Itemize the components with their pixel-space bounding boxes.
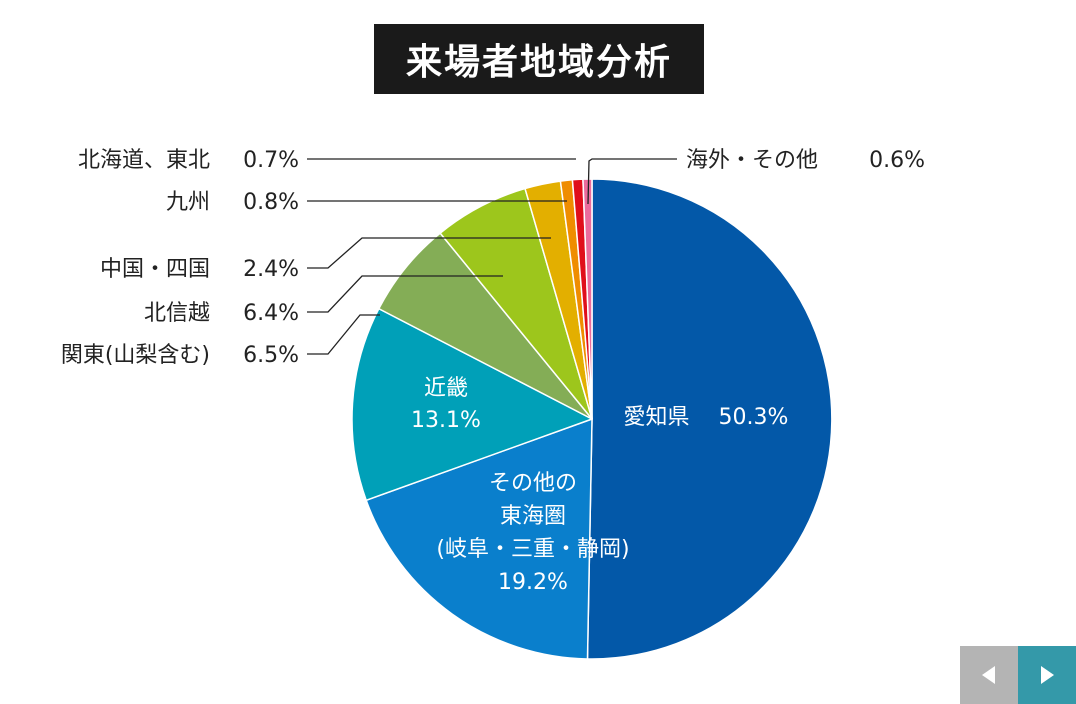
pie-slice — [365, 418, 593, 660]
leader-line — [587, 158, 677, 205]
chart-title: 来場者地域分析 — [374, 24, 704, 94]
slice-value-label: 6.4% — [243, 301, 299, 326]
slice-label: 関東(山梨含む) — [61, 343, 210, 368]
leader-line — [307, 314, 380, 355]
leader-line — [307, 237, 551, 269]
slice-value-label: 0.8% — [243, 190, 299, 215]
slice-label: 北海道、東北 — [78, 148, 210, 173]
slice-value-label: 0.6% — [869, 148, 925, 173]
slice-label: 愛知県 50.3% — [624, 405, 789, 430]
pie-slices — [351, 178, 833, 660]
prev-button[interactable] — [960, 646, 1018, 704]
slice-value-label: 0.7% — [243, 148, 299, 173]
slice-label: 九州 — [166, 190, 210, 215]
slice-label: 海外・その他 — [686, 148, 818, 173]
pie-slice — [586, 178, 833, 660]
slice-label: 中国・四国 — [100, 257, 210, 282]
slice-value-label: 2.4% — [243, 257, 299, 282]
slice-label: 東海圏 — [500, 504, 566, 529]
triangle-right-icon — [1041, 666, 1054, 684]
slice-value-label: 6.5% — [243, 343, 299, 368]
leader-lines — [307, 158, 677, 355]
slice-label: 近畿 — [424, 376, 468, 401]
slice-label: 北信越 — [144, 301, 210, 326]
leader-line — [307, 275, 503, 313]
slice-label: (岐阜・三重・静岡) — [436, 537, 629, 562]
pie-slice — [351, 307, 593, 502]
triangle-left-icon — [982, 666, 995, 684]
slice-label: その他の — [489, 471, 577, 496]
slice-value-label: 19.2% — [498, 570, 568, 595]
pie-slice — [582, 178, 593, 420]
slice-value-label: 13.1% — [411, 408, 481, 433]
next-button[interactable] — [1018, 646, 1076, 704]
